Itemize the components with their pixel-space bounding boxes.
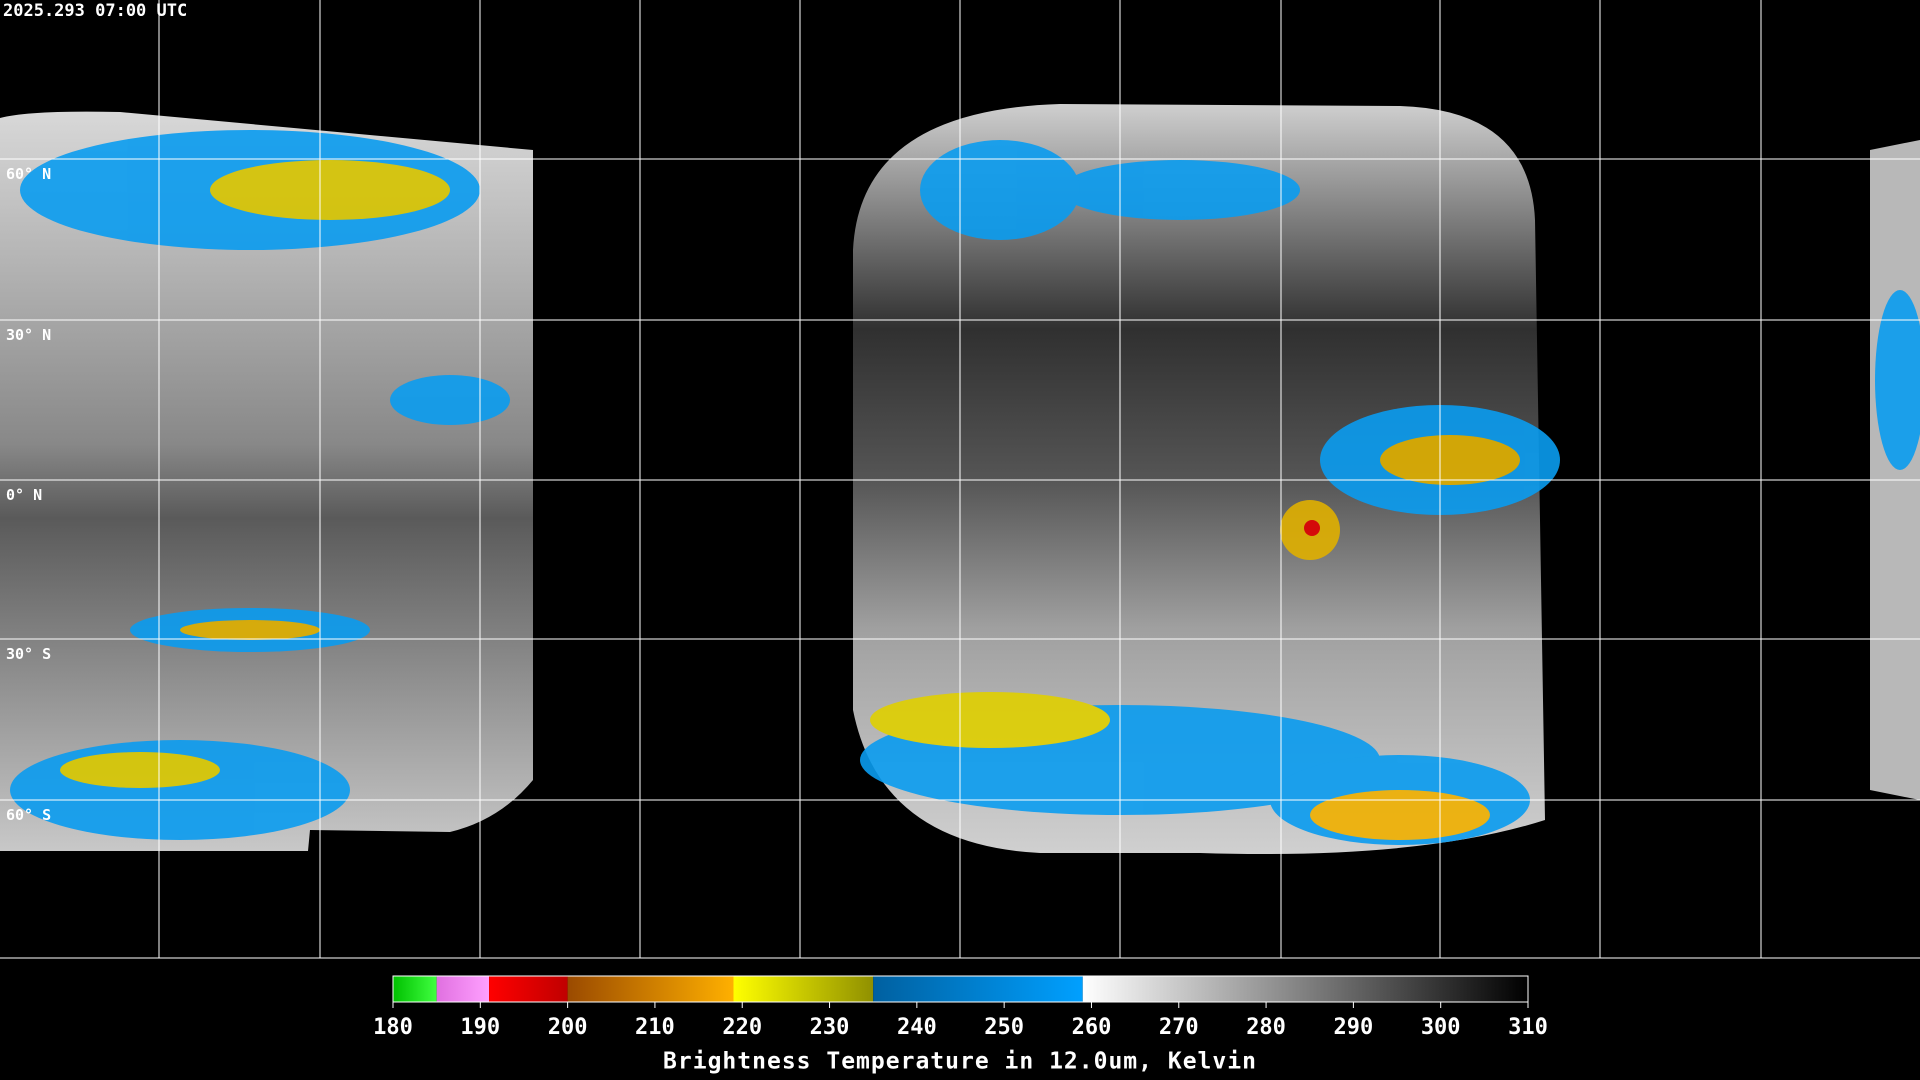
colorbar-segment — [436, 976, 490, 1002]
colorbar-tick-label: 250 — [984, 1015, 1024, 1040]
imagery — [0, 104, 1920, 855]
colorbar-label: Brightness Temperature in 12.0um, Kelvin — [663, 1049, 1257, 1075]
colorbar-tick-label: 270 — [1159, 1015, 1199, 1040]
colorbar-segment — [1082, 976, 1528, 1002]
colorbar: 180 190 200 210 220 230 240 250 260 270 280 290 300 3… — [373, 975, 1548, 1040]
lat-label: 0° N — [6, 486, 42, 504]
lat-label: 60° N — [6, 165, 51, 183]
imagery-central — [853, 104, 1545, 855]
lat-label: 30° N — [6, 326, 51, 344]
graticule — [0, 0, 1920, 959]
colorbar-segment — [489, 976, 568, 1002]
colorbar-tick-label: 310 — [1508, 1015, 1548, 1040]
colorbar-tick-label: 260 — [1072, 1015, 1112, 1040]
imagery-east — [1870, 140, 1920, 800]
colorbar-frame — [392, 975, 1529, 1003]
colorbar-tick-label: 210 — [635, 1015, 675, 1040]
colorbar-segment — [567, 976, 734, 1002]
colorbar-segment — [873, 976, 1083, 1002]
timestamp: 2025.293 07:00 UTC — [3, 1, 187, 21]
colorbar-tick-label: 220 — [722, 1015, 762, 1040]
lat-label: 60° S — [6, 806, 51, 824]
colorbar-tick-label: 290 — [1334, 1015, 1374, 1040]
colorbar-segment — [393, 976, 437, 1002]
colorbar-tick-label: 200 — [548, 1015, 588, 1040]
imagery-west — [0, 111, 533, 852]
colorbar-tick-label: 230 — [810, 1015, 850, 1040]
colorbar-tick-label: 180 — [373, 1015, 413, 1040]
colorbar-tick-label: 240 — [897, 1015, 937, 1040]
colorbar-tick-label: 300 — [1421, 1015, 1461, 1040]
lat-label: 30° S — [6, 645, 51, 663]
colorbar-tick-label: 280 — [1246, 1015, 1286, 1040]
colorbar-tick-label: 190 — [460, 1015, 500, 1040]
colorbar-segment — [733, 976, 874, 1002]
